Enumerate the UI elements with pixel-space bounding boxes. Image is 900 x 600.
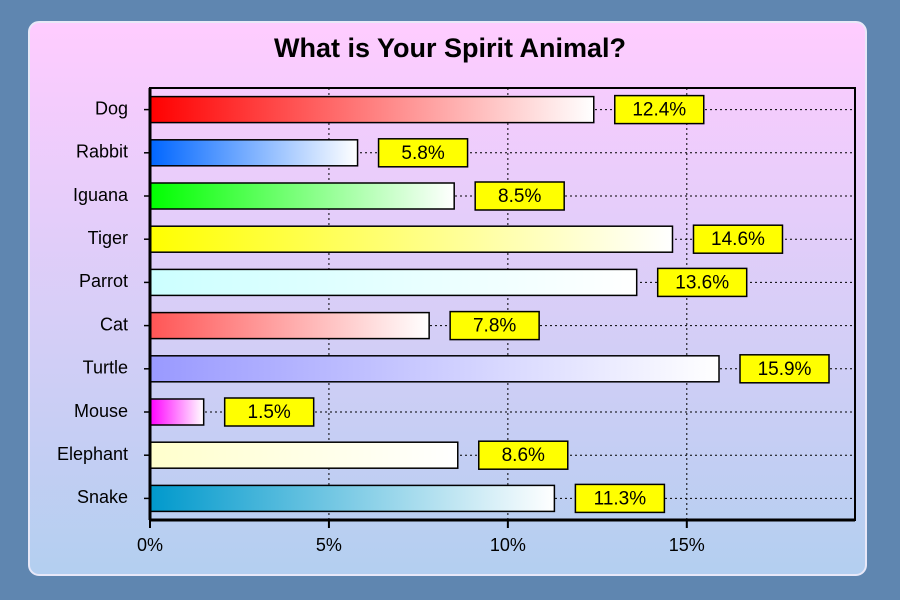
y-tick-label: Iguana xyxy=(73,185,129,205)
bar xyxy=(149,225,674,253)
y-tick-label: Tiger xyxy=(88,228,128,248)
value-label: 8.5% xyxy=(498,186,541,207)
y-tick-label: Elephant xyxy=(57,444,128,464)
y-tick-label: Snake xyxy=(77,487,128,507)
value-label: 5.8% xyxy=(401,143,444,164)
value-label-box xyxy=(478,440,569,470)
bar xyxy=(149,355,720,383)
value-label: 12.4% xyxy=(632,100,686,121)
x-tick-label: 10% xyxy=(490,535,526,555)
y-tick-label: Dog xyxy=(95,98,128,118)
value-label: 7.8% xyxy=(473,316,516,337)
value-label: 15.9% xyxy=(758,359,812,380)
x-tick-label: 15% xyxy=(669,535,705,555)
bar xyxy=(149,268,638,297)
bar xyxy=(149,484,556,513)
bar xyxy=(149,95,595,124)
value-label: 1.5% xyxy=(248,402,291,423)
x-tick-label: 0% xyxy=(137,535,163,555)
value-label: 14.6% xyxy=(711,229,765,250)
bar xyxy=(149,311,430,340)
bar xyxy=(149,182,455,210)
y-tick-label: Parrot xyxy=(79,271,128,291)
bar xyxy=(149,441,459,469)
value-label-box xyxy=(656,267,748,298)
x-tick-label: 5% xyxy=(316,535,342,555)
value-label: 11.3% xyxy=(594,488,647,509)
bar xyxy=(149,139,359,167)
value-label-box xyxy=(449,310,540,341)
value-label: 8.6% xyxy=(502,445,545,466)
value-label-box xyxy=(739,354,830,384)
y-tick-label: Rabbit xyxy=(76,142,128,162)
value-label-box xyxy=(692,224,784,254)
value-label-box xyxy=(377,138,469,168)
y-tick-label: Turtle xyxy=(83,358,128,378)
y-tick-label: Mouse xyxy=(74,401,128,421)
value-label-box xyxy=(574,483,666,514)
value-label-box xyxy=(474,181,565,211)
value-label-box xyxy=(223,397,315,427)
value-label: 13.6% xyxy=(675,272,729,293)
value-label-box xyxy=(614,94,705,125)
bar xyxy=(149,398,205,426)
y-tick-label: Cat xyxy=(100,314,128,334)
chart-title: What is Your Spirit Animal? xyxy=(274,33,626,63)
